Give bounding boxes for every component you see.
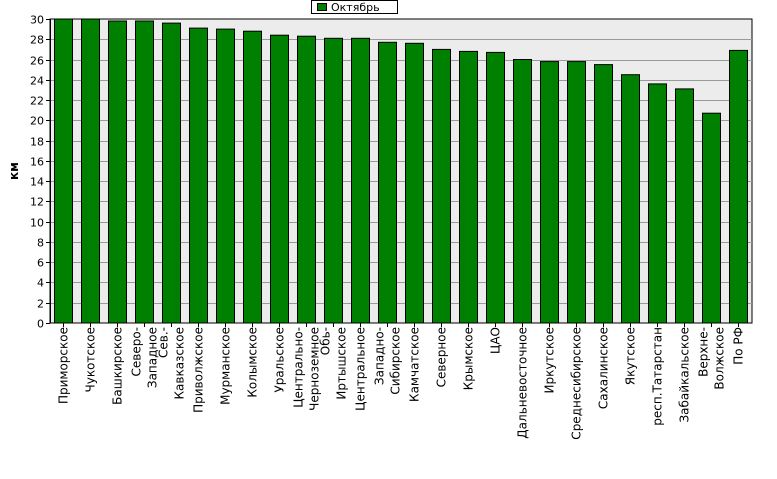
y-tick-label: 0 [37, 318, 44, 331]
bar [162, 22, 181, 324]
bar [702, 112, 721, 324]
x-tick-label: Северное [435, 327, 449, 387]
x-tick-label: Сибирское [389, 327, 403, 395]
x-tick-label: Обь- [319, 327, 333, 355]
x-tick-label: Черноземное [308, 327, 322, 411]
bar [459, 50, 478, 324]
x-tick-label: Центрально- [292, 327, 306, 408]
y-tick-label: 8 [37, 237, 44, 250]
bar [729, 49, 748, 324]
x-tick-label: Чукотское [84, 327, 98, 392]
y-tick-label: 22 [30, 95, 44, 108]
x-tick-label: Дальневосточное [516, 327, 530, 439]
x-tick-label: Кавказское [173, 327, 187, 400]
x-tick-label: Приморское [57, 327, 71, 404]
x-tick-label: Иркутское [543, 327, 557, 394]
x-tick-label: Западно- [373, 327, 387, 385]
bar [270, 34, 289, 324]
bar [378, 41, 397, 324]
bar [648, 83, 667, 324]
legend-label: Октябрь [331, 1, 380, 14]
x-tick-label: Западное [146, 327, 160, 388]
x-tick-label: Сев.- [157, 327, 171, 358]
y-axis-label: км [7, 162, 21, 180]
x-axis: Приморское Чукотское Башкирское Северо- Запа… [57, 323, 746, 440]
x-tick-label: Иртышское [335, 327, 349, 400]
x-tick-label: Волжское [713, 327, 727, 390]
y-tick-label: 24 [30, 75, 44, 88]
bar [621, 74, 640, 324]
y-tick-label: 20 [30, 115, 44, 128]
x-tick-label: Сахалинское [597, 327, 611, 409]
y-tick-label: 28 [30, 34, 44, 47]
bar [108, 20, 127, 324]
x-tick-label: Среднесибирское [570, 327, 584, 440]
x-tick-label: Центральное [354, 327, 368, 411]
bar [135, 20, 154, 324]
y-tick-label: 2 [37, 298, 44, 311]
bar [432, 48, 451, 324]
x-tick-label: Крымское [462, 327, 476, 390]
legend-swatch [317, 3, 327, 11]
x-tick-label: Колымское [246, 327, 260, 398]
x-tick-label: Мурманское [219, 327, 233, 405]
y-tick-label: 18 [30, 136, 44, 149]
x-tick-label: Уральское [273, 327, 287, 393]
bar [594, 64, 613, 324]
bar [54, 18, 73, 324]
x-tick-label: Северо- [130, 327, 144, 377]
y-tick-label: 14 [30, 176, 44, 189]
bar [189, 27, 208, 324]
x-tick-label: Камчатское [408, 327, 422, 402]
bar [216, 28, 235, 324]
bar [540, 61, 559, 324]
y-tick-label: 10 [30, 217, 44, 230]
bar [513, 59, 532, 324]
bar [81, 18, 100, 324]
bar [486, 51, 505, 324]
y-tick-label: 12 [30, 196, 44, 209]
x-tick-label: ЦАО [489, 327, 503, 354]
y-tick-label: 4 [37, 277, 44, 290]
x-tick-label: Якутское [624, 327, 638, 385]
y-tick-label: 16 [30, 156, 44, 169]
x-tick-label: Башкирское [111, 327, 125, 405]
bar [567, 61, 586, 324]
y-tick-label: 6 [37, 257, 44, 270]
x-tick-label: Приволжское [192, 327, 206, 413]
bar [405, 42, 424, 324]
bar [351, 37, 370, 324]
plot-area [49, 18, 753, 324]
y-tick-label: 30 [30, 14, 44, 27]
x-tick-label: Забайкальское [678, 327, 692, 423]
x-tick-label: По РФ [732, 327, 746, 365]
bar [324, 37, 343, 324]
x-tick-label: респ.Татарстан [651, 327, 665, 426]
legend[interactable]: Октябрь [311, 0, 398, 15]
y-tick-label: 26 [30, 55, 44, 68]
bar [297, 35, 316, 324]
bar [243, 30, 262, 324]
bar [675, 88, 694, 324]
x-tick-label: Верхне- [697, 327, 711, 377]
legend-box [311, 0, 398, 14]
